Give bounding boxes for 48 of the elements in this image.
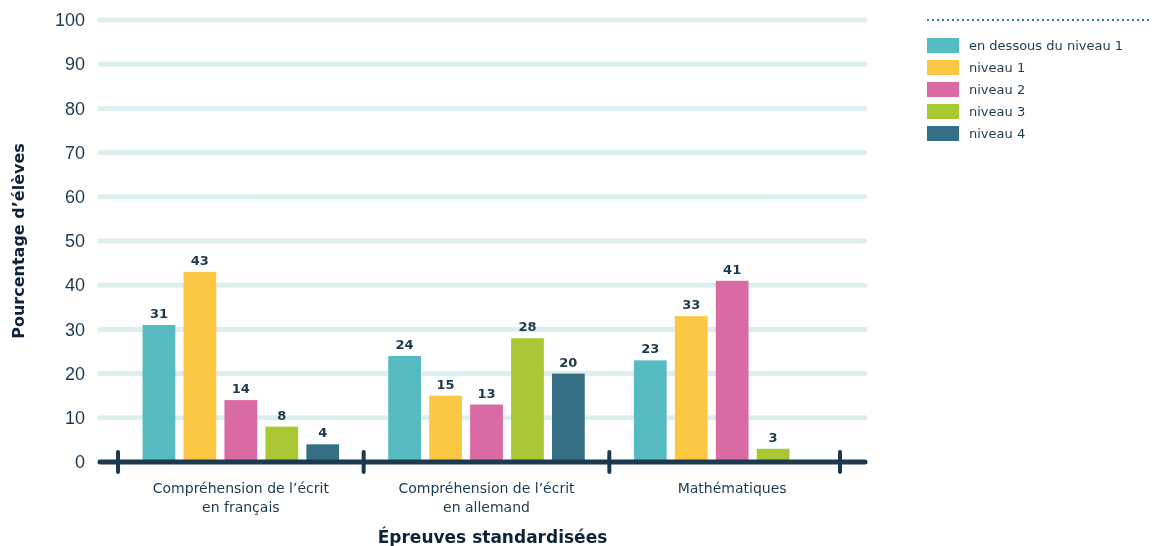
y-tick-label: 10 xyxy=(64,408,85,429)
y-tick-label: 0 xyxy=(74,452,85,473)
data-label: 4 xyxy=(318,425,328,441)
data-label: 20 xyxy=(559,354,578,370)
bar xyxy=(429,395,462,462)
legend-label: niveau 4 xyxy=(969,126,1026,141)
bar xyxy=(633,360,667,462)
y-tick-label: 50 xyxy=(64,231,85,252)
data-label: 24 xyxy=(395,336,414,352)
legend-label: niveau 1 xyxy=(969,60,1026,75)
legend-label: niveau 2 xyxy=(969,82,1026,97)
data-label: 41 xyxy=(723,261,742,277)
y-tick-label: 70 xyxy=(64,142,85,163)
bar xyxy=(142,324,176,462)
y-tick-label: 90 xyxy=(64,54,85,75)
bar xyxy=(511,338,544,462)
data-label: 15 xyxy=(436,376,455,392)
bar xyxy=(306,444,340,462)
y-tick-label: 30 xyxy=(64,319,85,340)
data-label: 33 xyxy=(682,297,701,313)
y-axis-title: Pourcentage d’élèves xyxy=(9,143,28,339)
y-tick-label: 100 xyxy=(54,10,85,31)
bar xyxy=(715,280,749,462)
x-axis-title: Épreuves standardisées xyxy=(377,526,608,546)
data-label: 43 xyxy=(190,252,209,268)
bar xyxy=(552,373,585,462)
bar xyxy=(224,400,258,462)
y-tick-label: 60 xyxy=(64,187,85,208)
data-label: 14 xyxy=(231,381,250,397)
data-label: 31 xyxy=(149,305,168,321)
data-label: 8 xyxy=(277,407,287,423)
bar xyxy=(470,404,503,462)
bar xyxy=(388,355,421,462)
legend-label: en dessous du niveau 1 xyxy=(969,38,1124,53)
data-label: 3 xyxy=(768,429,778,445)
y-tick-label: 80 xyxy=(64,98,85,119)
data-label: 28 xyxy=(518,319,537,335)
legend-label: niveau 3 xyxy=(969,104,1026,119)
bar xyxy=(265,426,299,462)
bar xyxy=(674,316,708,462)
y-tick-label: 20 xyxy=(64,363,85,384)
x-tick-label: Mathématiques xyxy=(677,480,787,496)
x-tick-label: Compréhension de l’écrit en allemand xyxy=(398,480,576,515)
data-label: 23 xyxy=(641,341,660,357)
bar xyxy=(183,271,217,462)
y-tick-label: 40 xyxy=(64,275,85,296)
data-label: 13 xyxy=(477,385,496,401)
x-tick-label: Compréhension de l’écrit en français xyxy=(152,480,330,515)
